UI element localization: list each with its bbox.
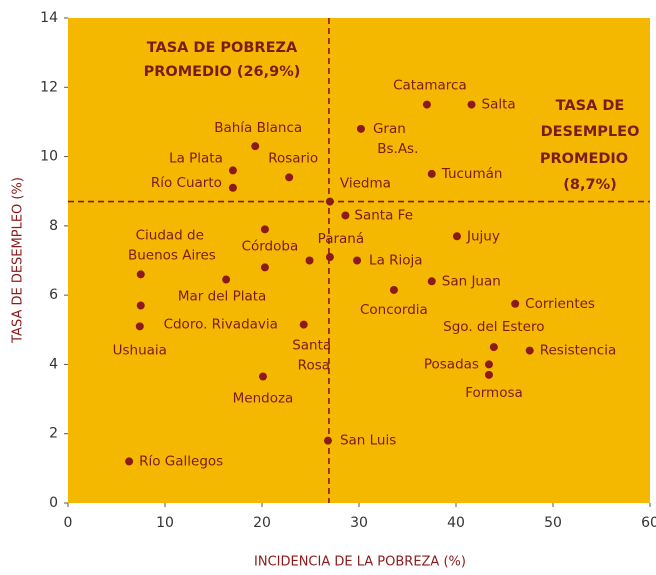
point-label: Cdoro. Rivadavia [164, 317, 278, 333]
point-label: Mendoza [233, 391, 294, 407]
point-label: Río Gallegos [139, 453, 223, 469]
y-tick-label: 2 [49, 426, 58, 442]
point-label: Jujuy [466, 228, 500, 244]
point-label: Santa Rosa [292, 338, 331, 374]
annotation: PROMEDIO (26,9%) [144, 64, 301, 80]
point [260, 225, 269, 234]
point [452, 232, 461, 241]
y-tick-label: 4 [49, 356, 58, 372]
annotation: PROMEDIO [540, 151, 628, 167]
point [511, 299, 520, 308]
point [325, 197, 334, 206]
point [136, 301, 145, 310]
x-axis-title: INCIDENCIA DE LA POBREZA (%) [254, 555, 466, 570]
point-label: Formosa [465, 385, 523, 401]
annotation: DESEMPLEO [541, 124, 640, 140]
point [427, 169, 436, 178]
point-label: Catamarca [393, 78, 467, 94]
point [389, 285, 398, 294]
point [125, 457, 134, 466]
point [251, 142, 260, 151]
point [356, 124, 365, 133]
point [228, 166, 237, 175]
point-label: San Juan [442, 273, 501, 289]
y-tick-label: 8 [49, 218, 58, 234]
point-label: Viedma [340, 176, 391, 192]
y-tick-label: 14 [40, 10, 58, 26]
point [325, 253, 334, 262]
x-tick-label: 10 [156, 515, 174, 531]
point [285, 173, 294, 182]
y-tick-label: 12 [40, 79, 58, 95]
point-label: Rosario [268, 150, 318, 166]
x-tick-label: 40 [447, 515, 465, 531]
y-tick-label: 10 [40, 149, 58, 165]
point-label: La Rioja [369, 253, 423, 269]
y-tick-label: 0 [49, 495, 58, 511]
point-label: Concordia [360, 302, 428, 318]
point-label: Salta [482, 97, 516, 113]
point [222, 275, 231, 284]
point [136, 270, 145, 279]
point-label: Santa Fe [354, 207, 413, 223]
point [323, 436, 332, 445]
point-label: Mar del Plata [178, 289, 266, 305]
point-label: Río Cuarto [151, 175, 222, 191]
point [305, 256, 314, 265]
point [228, 183, 237, 192]
point [467, 100, 476, 109]
y-tick-label: 6 [49, 287, 58, 303]
point-label: Córdoba [242, 238, 299, 254]
point-label: Resistencia [540, 343, 617, 359]
point-label: Posadas [424, 356, 479, 372]
x-tick-label: 50 [544, 515, 562, 531]
point [484, 370, 493, 379]
y-axis-title: TASA DE DESEMPLEO (%) [11, 177, 26, 344]
point-label: San Luis [340, 433, 396, 449]
point-label: Ushuaia [113, 342, 167, 358]
point-label: Corrientes [525, 296, 595, 312]
point [260, 263, 269, 272]
annotation: TASA DE POBREZA [147, 40, 298, 56]
point [422, 100, 431, 109]
marks [64, 17, 651, 507]
x-tick-label: 20 [253, 515, 271, 531]
x-tick-label: 30 [350, 515, 368, 531]
x-tick-label: 0 [64, 515, 73, 531]
point [525, 346, 534, 355]
point-label: Sgo. del Estero [443, 319, 544, 335]
x-tick-label: 60 [641, 515, 656, 531]
annotation: (8,7%) [563, 177, 616, 193]
point [135, 322, 144, 331]
annotation: TASA DE [556, 98, 625, 114]
point [427, 277, 436, 286]
point [353, 256, 362, 265]
point-label: La Plata [169, 150, 223, 166]
point [489, 343, 498, 352]
point-label: Paraná [318, 231, 364, 247]
point-label: Ciudad de Buenos Aires [124, 227, 216, 263]
point-label: Tucumán [441, 166, 503, 182]
point [484, 360, 493, 369]
point [341, 211, 350, 220]
point [299, 320, 308, 329]
point [258, 372, 267, 381]
point-label: Bahía Blanca [214, 120, 302, 136]
point-label: Gran Bs.As. [373, 121, 418, 157]
